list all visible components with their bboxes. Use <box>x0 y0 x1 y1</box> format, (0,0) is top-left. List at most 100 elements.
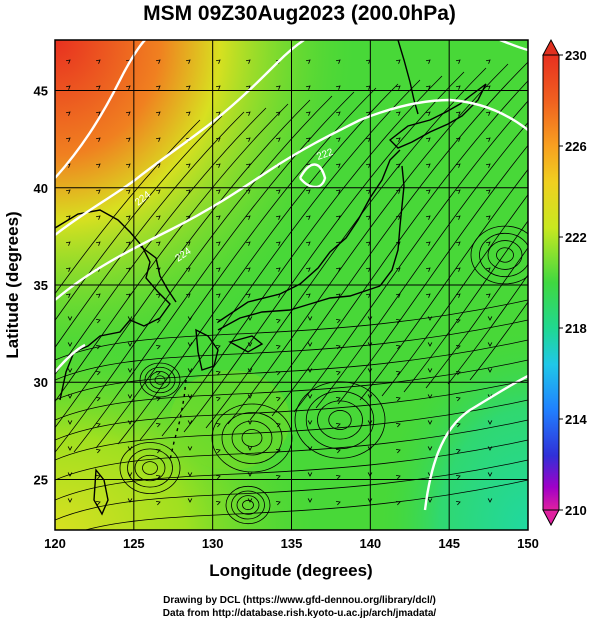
streamline-arrow <box>427 446 433 451</box>
streamline-arrow <box>455 423 461 428</box>
streamline-arrow <box>95 111 101 116</box>
longitude-tick-label: 150 <box>517 536 539 551</box>
streamline-arrow <box>425 59 431 64</box>
streamline <box>55 111 245 349</box>
streamline-arrow <box>65 85 71 90</box>
latitude-tick-label: 45 <box>34 84 48 99</box>
streamline-arrow <box>485 293 491 298</box>
streamline-arrow <box>155 189 161 194</box>
streamline-arrow <box>487 472 493 477</box>
longitude-tick-label: 145 <box>438 536 460 551</box>
streamline <box>127 448 173 488</box>
streamline-arrow <box>215 137 221 142</box>
streamline-arrow <box>65 293 71 298</box>
streamline-arrow <box>67 368 73 373</box>
streamline-arrow <box>215 59 221 64</box>
latitude-tick-label: 25 <box>34 472 48 487</box>
streamline-arrow <box>395 319 401 324</box>
streamline-arrow <box>395 137 401 142</box>
streamline-arrow <box>245 163 251 168</box>
streamline-arrow <box>187 342 193 347</box>
colorbar-tick-label: 230 <box>565 48 587 63</box>
streamline-arrow <box>125 189 131 194</box>
streamline-arrow <box>485 111 491 116</box>
streamline-arrow <box>245 267 251 272</box>
streamline-arrow <box>187 394 193 399</box>
streamline-arrow <box>487 498 493 503</box>
streamline <box>403 220 528 393</box>
streamline-arrow <box>95 293 101 298</box>
streamline-arrow <box>67 498 73 503</box>
streamline-arrow <box>185 85 191 90</box>
latitude-tick-label: 35 <box>34 278 48 293</box>
streamline-arrow <box>215 85 221 90</box>
colorbar-tick-label: 218 <box>565 321 587 336</box>
streamline-arrow <box>245 189 251 194</box>
streamline-arrow <box>95 345 101 350</box>
streamline-arrow <box>275 267 281 272</box>
streamline-arrow <box>275 345 281 350</box>
streamline-arrow <box>455 215 461 220</box>
streamline-arrow <box>455 59 461 64</box>
streamline-arrow <box>245 137 251 142</box>
streamline-arrow <box>335 59 341 64</box>
streamline-arrow <box>275 319 281 324</box>
streamline-arrow <box>305 85 311 90</box>
streamline-arrow <box>187 368 193 373</box>
streamline-arrow <box>155 163 161 168</box>
streamline-arrow <box>395 345 401 350</box>
streamline-arrow <box>185 59 191 64</box>
streamline-arrow <box>245 59 251 64</box>
streamline-arrow <box>275 111 281 116</box>
streamline-arrow <box>185 163 191 168</box>
streamline <box>55 115 223 321</box>
streamline <box>55 299 528 361</box>
streamline-arrow <box>185 267 191 272</box>
streamline-arrow <box>485 163 491 168</box>
streamline-arrow <box>395 423 401 428</box>
streamline-arrow <box>395 449 401 454</box>
map-frame <box>54 39 529 531</box>
streamline-arrow <box>247 472 253 477</box>
streamline <box>496 247 514 263</box>
streamline-arrow <box>335 319 341 324</box>
streamline-arrow <box>65 137 71 142</box>
streamline <box>55 95 333 453</box>
streamline <box>221 412 283 464</box>
streamline-arrow <box>155 501 161 506</box>
latitude-tick-label: 40 <box>34 181 48 196</box>
streamline-arrow <box>425 163 431 168</box>
streamline-arrow <box>95 449 101 454</box>
streamline-arrow <box>335 85 341 90</box>
streamline-arrow <box>245 215 251 220</box>
streamline-arrow <box>425 215 431 220</box>
streamline-arrow <box>307 472 313 477</box>
streamline-arrow <box>155 111 161 116</box>
streamline-arrow <box>245 85 251 90</box>
streamline-arrow <box>395 267 401 272</box>
streamline <box>236 495 260 515</box>
streamline-arrow <box>245 111 251 116</box>
streamline-arrow <box>275 371 281 376</box>
coastlines <box>55 40 487 516</box>
streamline-arrow <box>247 394 253 399</box>
streamline-arrow <box>335 111 341 116</box>
streamline <box>231 490 265 520</box>
streamline-arrow <box>305 59 311 64</box>
streamline <box>271 80 528 417</box>
longitude-ticks: 120 125 130 135 140 145 150 <box>44 536 539 551</box>
longitude-tick-label: 130 <box>202 536 224 551</box>
streamline-arrow <box>425 267 431 272</box>
streamline-arrow <box>427 342 433 347</box>
streamline-arrow <box>487 368 493 373</box>
streamline <box>305 390 375 450</box>
streamline-arrow <box>95 501 101 506</box>
streamline-arrow <box>335 397 341 402</box>
streamline-arrow <box>425 111 431 116</box>
streamline-arrow <box>335 345 341 350</box>
streamline-arrow <box>125 111 131 116</box>
streamline-arrow <box>95 215 101 220</box>
colorbar-tick-label: 222 <box>565 230 587 245</box>
streamline-arrow <box>275 475 281 480</box>
